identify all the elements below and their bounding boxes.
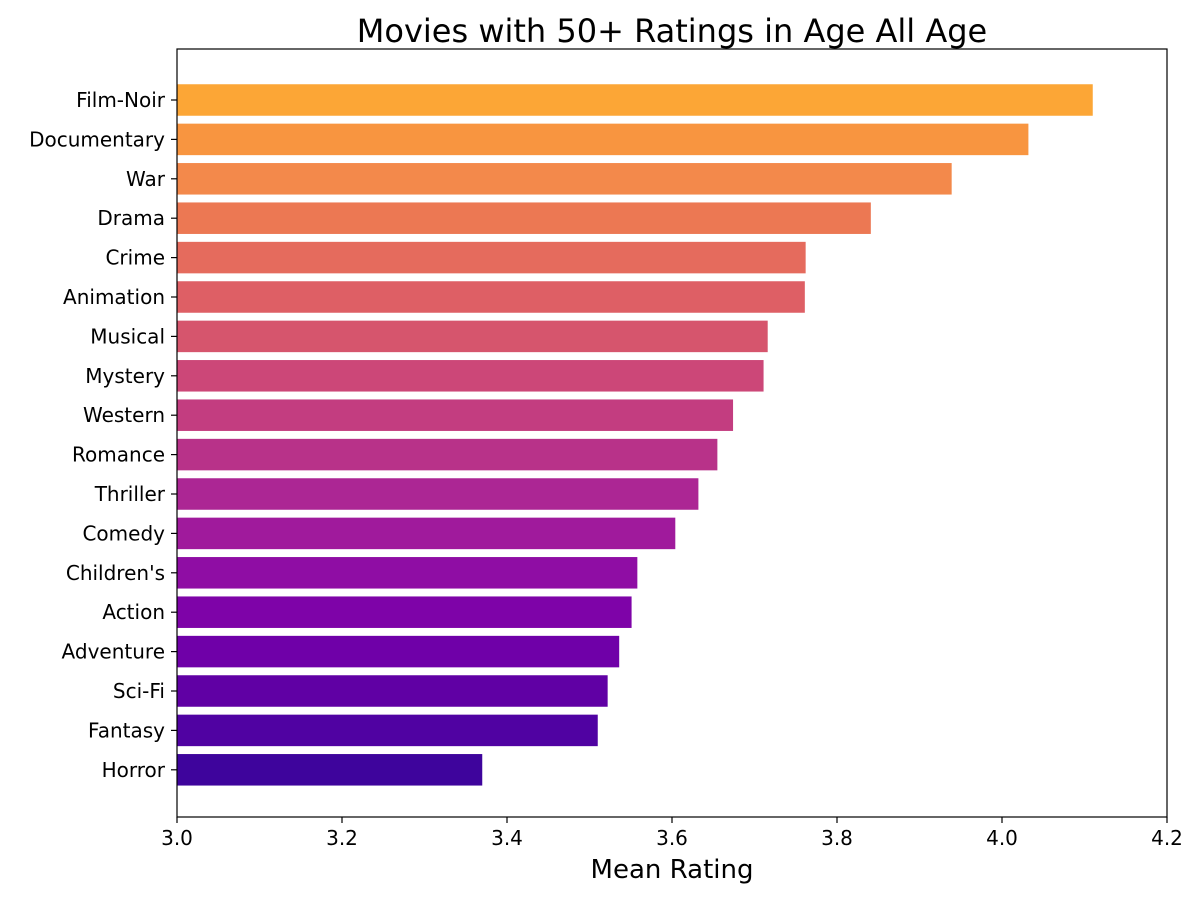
category-label-musical: Musical — [90, 324, 165, 348]
bar-thriller — [177, 478, 699, 510]
category-label-comedy: Comedy — [82, 521, 165, 545]
x-axis-label: Mean Rating — [591, 855, 754, 885]
x-tick-label: 3.6 — [656, 826, 688, 850]
category-label-action: Action — [102, 600, 165, 624]
bar-children-s — [177, 557, 638, 589]
bar-horror — [177, 754, 483, 786]
bar-war — [177, 163, 952, 195]
bar-crime — [177, 241, 806, 274]
bar-romance — [177, 438, 718, 471]
bar-western — [177, 399, 734, 431]
x-tick-label: 4.0 — [986, 826, 1018, 850]
bar-drama — [177, 202, 871, 234]
category-labels: Film-Noir Documentary War Drama Crime Animati… — [29, 88, 177, 782]
category-label-horror: Horror — [102, 758, 166, 782]
bars-group — [177, 84, 1093, 786]
category-label-drama: Drama — [97, 206, 165, 230]
category-label-fantasy: Fantasy — [88, 718, 165, 742]
category-label-mystery: Mystery — [85, 364, 165, 388]
category-label-animation: Animation — [63, 285, 165, 309]
bar-animation — [177, 281, 805, 313]
bar-fantasy — [177, 714, 598, 747]
x-axis-ticks: 3.0 3.2 3.4 3.6 3.8 4.0 4.2 — [161, 817, 1183, 850]
bar-documentary — [177, 123, 1029, 156]
category-label-romance: Romance — [72, 443, 165, 467]
bar-adventure — [177, 635, 620, 668]
category-label-sci-fi: Sci-Fi — [113, 679, 165, 703]
category-label-children-s: Children's — [66, 561, 165, 585]
bar-sci-fi — [177, 675, 608, 707]
category-label-war: War — [126, 167, 166, 191]
bar-film-noir — [177, 84, 1093, 116]
x-tick-label: 3.0 — [161, 826, 193, 850]
category-label-film-noir: Film-Noir — [76, 88, 166, 112]
category-label-thriller: Thriller — [94, 482, 166, 506]
category-label-western: Western — [83, 403, 165, 427]
bar-comedy — [177, 517, 676, 550]
x-tick-label: 3.2 — [326, 826, 358, 850]
x-tick-label: 3.8 — [821, 826, 853, 850]
category-label-adventure: Adventure — [62, 640, 165, 664]
bar-mystery — [177, 360, 764, 392]
x-tick-label: 4.2 — [1151, 826, 1183, 850]
category-label-documentary: Documentary — [29, 127, 165, 151]
x-tick-label: 3.4 — [491, 826, 523, 850]
bar-action — [177, 596, 632, 628]
bar-musical — [177, 320, 768, 353]
chart-title: Movies with 50+ Ratings in Age All Age — [357, 12, 987, 50]
category-label-crime: Crime — [105, 246, 165, 270]
